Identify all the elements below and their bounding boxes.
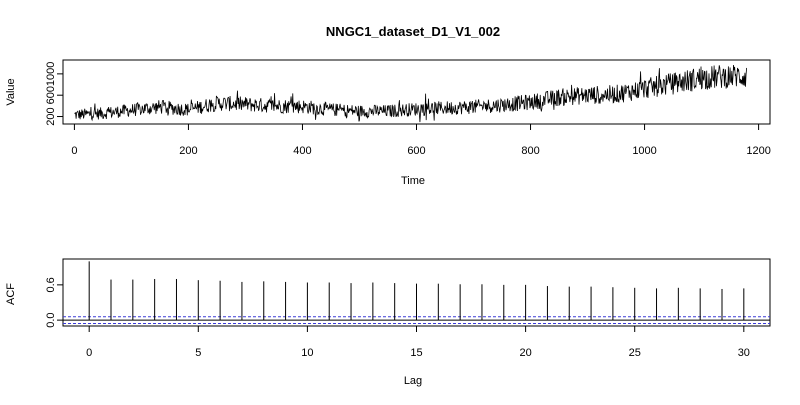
chart-title: NNGC1_dataset_D1_V1_002 <box>326 24 500 39</box>
acf-bars <box>88 261 745 321</box>
timeseries-panel: NNGC1_dataset_D1_V1_002 0 200 400 600 800 100… <box>5 24 771 187</box>
acf-x-tick-label: 25 <box>629 347 641 359</box>
acf-x-axis: 0 5 10 15 20 25 30 <box>86 326 750 359</box>
acf-x-tick-label: 30 <box>738 347 750 359</box>
timeseries-x-tick-label: 800 <box>521 145 539 157</box>
acf-x-tick-label: 15 <box>410 347 422 359</box>
acf-x-tick-label: 5 <box>195 347 201 359</box>
acf-panel: 0 5 10 15 20 25 30 0.0 0.6 Lag ACF <box>5 258 771 387</box>
timeseries-x-label: Time <box>401 175 425 187</box>
acf-x-tick-label: 0 <box>86 347 92 359</box>
acf-y-tick-label: 0.6 <box>45 277 57 292</box>
timeseries-x-tick-label: 1000 <box>632 145 656 157</box>
timeseries-x-tick-label: 1200 <box>746 145 770 157</box>
acf-x-tick-label: 10 <box>301 347 313 359</box>
timeseries-x-tick-label: 200 <box>179 145 197 157</box>
timeseries-y-tick-label: 200 <box>45 107 57 125</box>
timeseries-y-tick-label: 1000 <box>45 62 57 86</box>
acf-x-tick-label: 20 <box>519 347 531 359</box>
acf-y-axis: 0.0 0.6 <box>45 277 63 328</box>
acf-y-label: ACF <box>5 283 17 305</box>
acf-x-label: Lag <box>404 375 422 387</box>
timeseries-x-tick-label: 0 <box>71 145 77 157</box>
timeseries-x-tick-label: 600 <box>407 145 425 157</box>
timeseries-x-tick-label: 400 <box>293 145 311 157</box>
acf-y-tick-label: 0.0 <box>45 312 57 327</box>
timeseries-y-tick-label: 600 <box>45 86 57 104</box>
timeseries-y-label: Value <box>5 78 17 105</box>
timeseries-plot-area <box>62 59 771 125</box>
timeseries-line <box>74 64 748 123</box>
timeseries-x-axis: 0 200 400 600 800 1000 1200 <box>71 124 771 157</box>
